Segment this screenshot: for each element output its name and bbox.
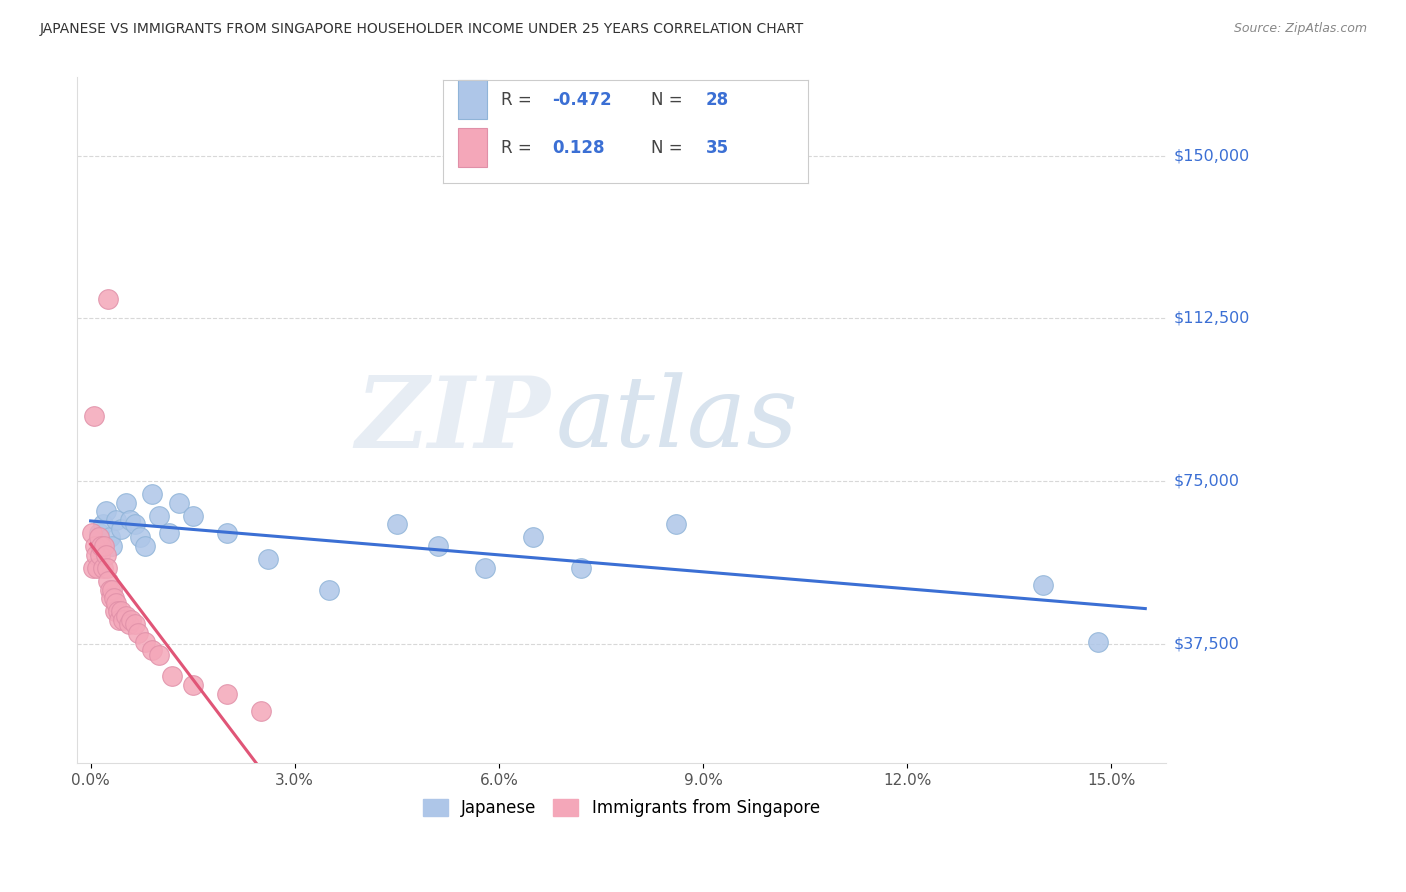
Point bbox=[108, 613, 131, 627]
Text: 28: 28 bbox=[706, 91, 730, 109]
Legend: Japanese, Immigrants from Singapore: Japanese, Immigrants from Singapore bbox=[416, 792, 827, 823]
Point bbox=[120, 613, 142, 627]
Point bbox=[105, 596, 128, 610]
Text: $75,000: $75,000 bbox=[1174, 474, 1240, 489]
Point bbox=[569, 561, 592, 575]
Point bbox=[83, 409, 105, 423]
Point bbox=[474, 561, 496, 575]
Text: N =: N = bbox=[651, 91, 683, 109]
Point bbox=[101, 539, 124, 553]
Point bbox=[94, 504, 117, 518]
Point bbox=[98, 582, 121, 597]
Point bbox=[110, 522, 132, 536]
Point bbox=[127, 626, 149, 640]
Point bbox=[318, 582, 340, 597]
Point bbox=[115, 496, 138, 510]
Point bbox=[1087, 634, 1109, 648]
Text: $37,500: $37,500 bbox=[1174, 636, 1240, 651]
Bar bbox=[457, 128, 486, 168]
Point bbox=[97, 292, 120, 306]
Point bbox=[91, 517, 114, 532]
Point bbox=[105, 513, 128, 527]
Point bbox=[89, 548, 111, 562]
Point bbox=[84, 548, 107, 562]
Point bbox=[103, 591, 125, 606]
Point bbox=[83, 539, 105, 553]
Text: $112,500: $112,500 bbox=[1174, 310, 1250, 326]
Point bbox=[256, 552, 278, 566]
Point bbox=[1032, 578, 1054, 592]
Text: $150,000: $150,000 bbox=[1174, 148, 1250, 163]
Point bbox=[124, 617, 146, 632]
Point bbox=[80, 526, 103, 541]
Point bbox=[181, 508, 204, 523]
Text: R =: R = bbox=[502, 139, 531, 157]
Text: N =: N = bbox=[651, 139, 683, 157]
Point bbox=[104, 604, 127, 618]
Point bbox=[93, 539, 115, 553]
Text: 35: 35 bbox=[706, 139, 730, 157]
Point bbox=[97, 574, 120, 588]
Point bbox=[167, 496, 190, 510]
Text: -0.472: -0.472 bbox=[553, 91, 612, 109]
Point bbox=[90, 539, 112, 553]
Text: R =: R = bbox=[502, 91, 531, 109]
Point bbox=[215, 687, 238, 701]
Point bbox=[82, 561, 104, 575]
Point bbox=[128, 531, 150, 545]
Point bbox=[115, 608, 138, 623]
Point bbox=[87, 526, 110, 541]
Point bbox=[96, 561, 118, 575]
Point bbox=[124, 517, 146, 532]
Point bbox=[86, 561, 108, 575]
Point bbox=[249, 704, 271, 718]
Point bbox=[94, 548, 117, 562]
Point bbox=[120, 513, 142, 527]
Point bbox=[148, 648, 170, 662]
Point bbox=[385, 517, 408, 532]
Point bbox=[426, 539, 449, 553]
Point bbox=[148, 508, 170, 523]
Bar bbox=[457, 80, 486, 120]
Point bbox=[157, 526, 180, 541]
Text: atlas: atlas bbox=[555, 373, 799, 468]
Point bbox=[141, 487, 163, 501]
Point bbox=[98, 531, 121, 545]
Point bbox=[101, 582, 124, 597]
Text: Source: ZipAtlas.com: Source: ZipAtlas.com bbox=[1233, 22, 1367, 36]
Point bbox=[141, 643, 163, 657]
Point bbox=[181, 678, 204, 692]
Point bbox=[91, 561, 114, 575]
Point bbox=[107, 604, 129, 618]
Point bbox=[665, 517, 688, 532]
Point bbox=[87, 531, 110, 545]
Point bbox=[118, 617, 141, 632]
Point bbox=[100, 591, 122, 606]
Point bbox=[162, 669, 184, 683]
Text: 0.128: 0.128 bbox=[553, 139, 605, 157]
Point bbox=[215, 526, 238, 541]
Point bbox=[134, 634, 156, 648]
Text: ZIP: ZIP bbox=[356, 372, 551, 468]
Point bbox=[134, 539, 156, 553]
Point bbox=[110, 604, 132, 618]
Point bbox=[522, 531, 544, 545]
Text: JAPANESE VS IMMIGRANTS FROM SINGAPORE HOUSEHOLDER INCOME UNDER 25 YEARS CORRELAT: JAPANESE VS IMMIGRANTS FROM SINGAPORE HO… bbox=[39, 22, 804, 37]
Point bbox=[112, 613, 135, 627]
